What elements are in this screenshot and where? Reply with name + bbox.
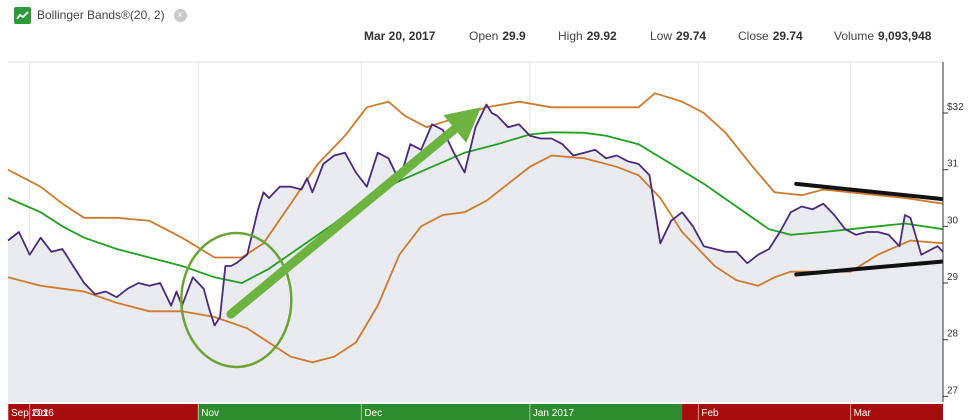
price-area: [8, 104, 943, 402]
volume-stat: Volume 9,093,948: [834, 29, 932, 43]
timeline-segment: [8, 404, 199, 420]
trendline-2: [794, 259, 945, 277]
open-stat: Open 29.9: [469, 29, 526, 43]
close-stat: Close 29.74: [738, 29, 803, 43]
indicator-title: Bollinger Bands®(20, 2): [37, 8, 165, 22]
month-label: Mar: [854, 408, 872, 419]
highlight-circle: [180, 231, 293, 369]
trend-arrow-shaft: [226, 124, 460, 319]
trend-arrow-head: [443, 107, 481, 143]
month-label: Sep 2016: [11, 408, 54, 419]
month-label: Dec: [364, 408, 382, 419]
y-tick-label: $32: [947, 102, 964, 113]
lower-band-line: [7, 154, 944, 364]
low-stat: Low 29.74: [650, 29, 707, 43]
month-label: Jan 2017: [533, 408, 575, 419]
quote-date: Mar 20, 2017: [364, 29, 436, 43]
y-tick-label: 29: [947, 272, 959, 283]
high-stat: High 29.92: [558, 29, 617, 43]
chart-header: Bollinger Bands®(20, 2) × Mar 20, 2017 O…: [0, 0, 974, 62]
timeline-segment: [682, 404, 943, 420]
y-tick-label: 31: [947, 159, 959, 170]
y-tick-label: 27: [947, 385, 959, 396]
middle-band-line: [7, 131, 944, 284]
y-tick-label: 30: [947, 215, 959, 226]
month-label: Oct: [33, 408, 49, 419]
trendline-1: [794, 181, 945, 202]
month-label: Feb: [701, 408, 719, 419]
indicator-chip[interactable]: Bollinger Bands®(20, 2) ×: [14, 5, 187, 25]
y-axis-area: [943, 62, 974, 420]
line-chart-icon: [14, 6, 31, 24]
timeline-segment: [198, 404, 683, 420]
close-icon[interactable]: ×: [173, 8, 187, 22]
y-tick-label: 28: [947, 329, 959, 340]
price-line: [7, 103, 944, 327]
month-label: Nov: [201, 408, 219, 419]
